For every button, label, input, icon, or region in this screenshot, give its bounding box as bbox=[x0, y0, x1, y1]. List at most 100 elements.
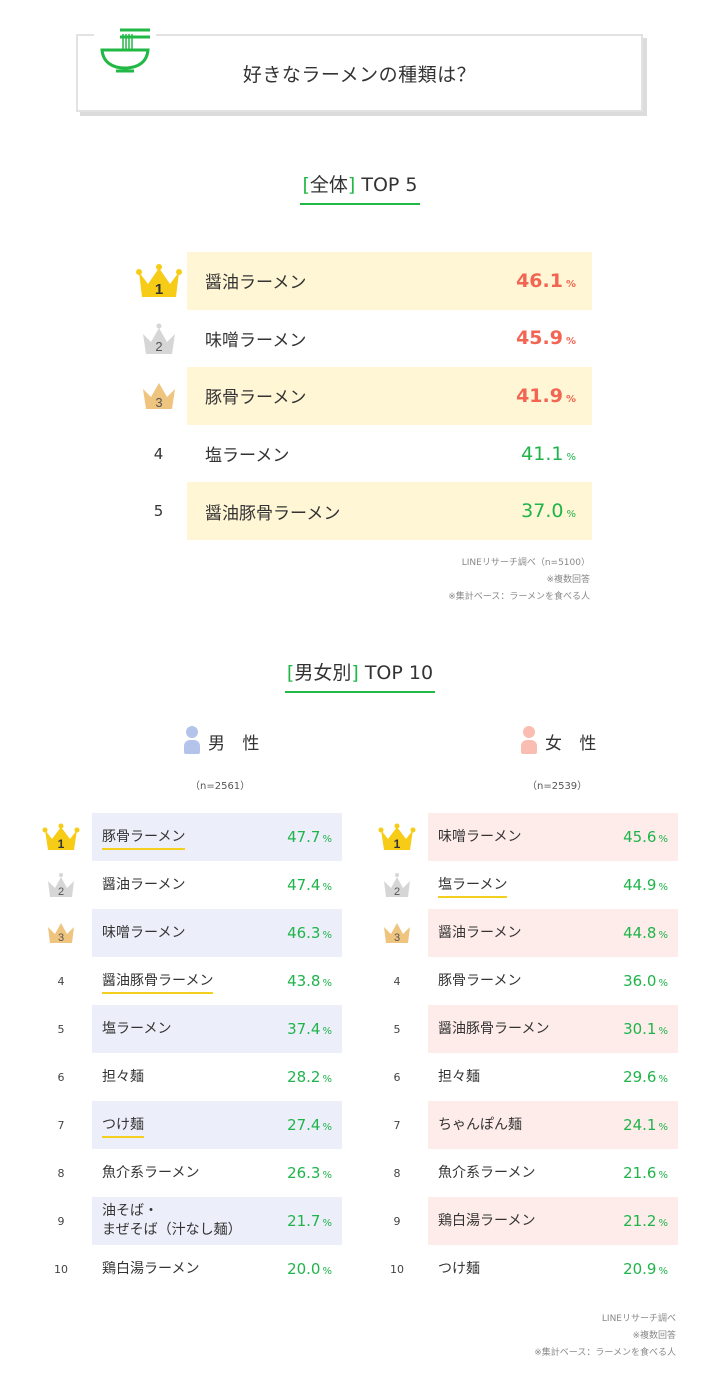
base-note: ※集計ベース：ラーメンを食べる人 bbox=[534, 1348, 676, 1358]
multiple-answer-note: ※複数回答 bbox=[632, 1331, 676, 1341]
table-row: 8 魚介系ラーメン 21.6% bbox=[366, 1149, 678, 1197]
item-name: 鶏白湯ラーメン bbox=[102, 1260, 200, 1277]
svg-text:1: 1 bbox=[58, 837, 65, 851]
item-name: 担々麺 bbox=[438, 1068, 480, 1085]
item-value: 21.2% bbox=[623, 1212, 668, 1230]
rank-number: 5 bbox=[153, 502, 164, 521]
item-value: 29.6% bbox=[623, 1068, 668, 1086]
rank-2-cell: 2 bbox=[30, 871, 92, 899]
svg-text:2: 2 bbox=[394, 886, 400, 898]
item-value: 21.6% bbox=[623, 1164, 668, 1182]
male-header: 男 性 bbox=[184, 726, 265, 756]
rank-number: 9 bbox=[57, 1214, 65, 1228]
item-value: 36.0% bbox=[623, 972, 668, 990]
svg-text:1: 1 bbox=[154, 281, 162, 298]
table-row: 2 醤油ラーメン 47.4% bbox=[30, 861, 342, 909]
item-value: 37.0% bbox=[521, 500, 576, 523]
table-row: 5 醤油豚骨ラーメン 30.1% bbox=[366, 1005, 678, 1053]
male-person-icon bbox=[184, 726, 200, 756]
item-name: 醤油ラーメン bbox=[102, 876, 186, 893]
table-row: 3 味噌ラーメン 46.3% bbox=[30, 909, 342, 957]
table-row: 5 塩ラーメン 37.4% bbox=[30, 1005, 342, 1053]
title-label: 全体 bbox=[309, 174, 348, 196]
item-name: 塩ラーメン bbox=[205, 446, 290, 467]
bracket-open: [ bbox=[286, 662, 295, 684]
bracket-close: ] bbox=[347, 174, 356, 196]
item-name: 醤油豚骨ラーメン bbox=[438, 1020, 550, 1037]
bracket-close: ] bbox=[351, 662, 359, 684]
rank-number: 6 bbox=[393, 1070, 401, 1084]
title-suffix: TOP 10 bbox=[358, 662, 434, 684]
item-value: 21.7% bbox=[287, 1212, 332, 1230]
item-value: 41.9% bbox=[516, 384, 576, 407]
rank-number: 7 bbox=[57, 1118, 65, 1132]
item-name: 味噌ラーメン bbox=[438, 828, 522, 845]
item-value: 45.9% bbox=[516, 327, 576, 350]
female-person-icon bbox=[521, 726, 537, 756]
svg-text:2: 2 bbox=[58, 886, 64, 898]
table-row: 9 鶏白湯ラーメン 21.2% bbox=[366, 1197, 678, 1245]
table-row: 1 醤油ラーメン 46.1% bbox=[130, 252, 592, 310]
title-suffix: TOP 5 bbox=[355, 174, 418, 196]
rank-number: 6 bbox=[57, 1070, 65, 1084]
gold-crown-icon: 1 bbox=[378, 823, 416, 851]
bronze-crown-icon: 3 bbox=[48, 923, 74, 944]
table-row: 4 醤油豚骨ラーメン 43.8% bbox=[30, 957, 342, 1005]
bronze-crown-icon: 3 bbox=[142, 382, 175, 410]
rank-number: 9 bbox=[393, 1214, 401, 1228]
item-name: 魚介系ラーメン bbox=[102, 1164, 200, 1181]
rank-1-cell: 1 bbox=[366, 822, 428, 852]
page-title: 好きなラーメンの種類は？ bbox=[242, 64, 477, 86]
table-row: 2 塩ラーメン 44.9% bbox=[366, 861, 678, 909]
item-name: 魚介系ラーメン bbox=[438, 1164, 536, 1181]
table-row: 10 つけ麺 20.9% bbox=[366, 1245, 678, 1293]
rank-number: 4 bbox=[153, 444, 164, 463]
rank-number: 7 bbox=[393, 1118, 401, 1132]
male-ranking-table: 1 豚骨ラーメン 47.7% 2 醤油ラーメン 47.4% 3 味噌ラーメン 46.3… bbox=[30, 813, 342, 1293]
svg-text:3: 3 bbox=[155, 395, 162, 410]
male-label: 男 性 bbox=[208, 733, 266, 754]
gender-notes: LINEリサーチ調べ ※複数回答 ※集計ベース：ラーメンを食べる人 bbox=[534, 1311, 676, 1362]
item-name: 醤油豚骨ラーメン bbox=[102, 972, 287, 994]
table-row: 9 油そば・ まぜそば（汁なし麺） 21.7% bbox=[30, 1197, 342, 1245]
item-value: 20.0% bbox=[287, 1260, 332, 1278]
rank-number: 8 bbox=[393, 1166, 401, 1180]
item-name: 塩ラーメン bbox=[438, 876, 623, 898]
rank-number: 5 bbox=[393, 1022, 401, 1036]
item-name: 豚骨ラーメン bbox=[102, 828, 287, 850]
rank-2-cell: 2 bbox=[130, 320, 187, 356]
table-row: 5 醤油豚骨ラーメン 37.0% bbox=[130, 482, 592, 540]
item-value: 28.2% bbox=[287, 1068, 332, 1086]
female-header: 女 性 bbox=[521, 726, 602, 756]
item-value: 46.3% bbox=[287, 924, 332, 942]
source-note: LINEリサーチ調べ bbox=[601, 1314, 676, 1324]
svg-text:1: 1 bbox=[394, 837, 401, 851]
rank-1-cell: 1 bbox=[30, 822, 92, 852]
overall-section-title: [全体] TOP 5 bbox=[0, 170, 720, 205]
rank-1-cell: 1 bbox=[130, 262, 187, 300]
bronze-crown-icon: 3 bbox=[384, 923, 410, 944]
item-name: 醤油ラーメン bbox=[205, 273, 307, 294]
item-value: 27.4% bbox=[287, 1116, 332, 1134]
item-name: 鶏白湯ラーメン bbox=[438, 1212, 536, 1229]
source-note: LINEリサーチ調べ（n=5100） bbox=[461, 558, 590, 568]
ramen-bowl-icon bbox=[100, 28, 150, 73]
item-name: 塩ラーメン bbox=[102, 1020, 172, 1037]
overall-notes: LINEリサーチ調べ（n=5100） ※複数回答 ※集計ベース：ラーメンを食べる… bbox=[448, 555, 590, 606]
rank-number: 10 bbox=[54, 1262, 68, 1276]
gold-crown-icon: 1 bbox=[135, 263, 182, 298]
header-card: 好きなラーメンの種類は？ bbox=[76, 28, 643, 112]
table-row: 10 鶏白湯ラーメン 20.0% bbox=[30, 1245, 342, 1293]
table-row: 4 豚骨ラーメン 36.0% bbox=[366, 957, 678, 1005]
silver-crown-icon: 2 bbox=[48, 873, 74, 898]
item-value: 46.1% bbox=[516, 269, 576, 292]
item-name: 豚骨ラーメン bbox=[438, 972, 522, 989]
item-name: つけ麺 bbox=[438, 1260, 480, 1277]
item-value: 44.8% bbox=[623, 924, 668, 942]
table-row: 1 味噌ラーメン 45.6% bbox=[366, 813, 678, 861]
rank-number: 10 bbox=[390, 1262, 404, 1276]
silver-crown-icon: 2 bbox=[142, 323, 175, 355]
item-value: 26.3% bbox=[287, 1164, 332, 1182]
overall-ranking-table: 1 醤油ラーメン 46.1% 2 味噌ラーメン 45.9% 3 豚骨ラーメン 41.9… bbox=[130, 252, 592, 540]
item-value: 47.7% bbox=[287, 828, 332, 846]
